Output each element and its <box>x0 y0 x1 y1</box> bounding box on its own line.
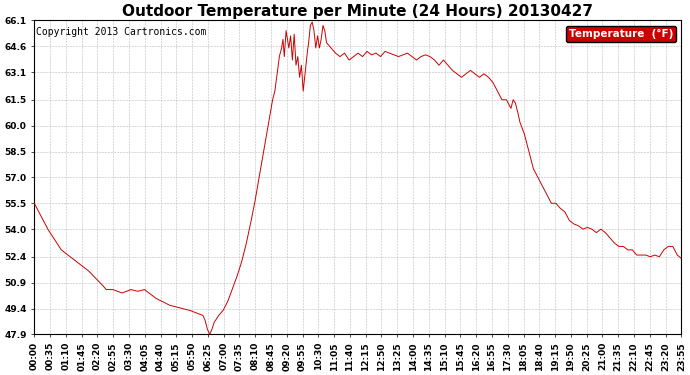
Text: Copyright 2013 Cartronics.com: Copyright 2013 Cartronics.com <box>36 27 206 37</box>
Legend: Temperature  (°F): Temperature (°F) <box>566 26 676 42</box>
Title: Outdoor Temperature per Minute (24 Hours) 20130427: Outdoor Temperature per Minute (24 Hours… <box>122 4 593 19</box>
